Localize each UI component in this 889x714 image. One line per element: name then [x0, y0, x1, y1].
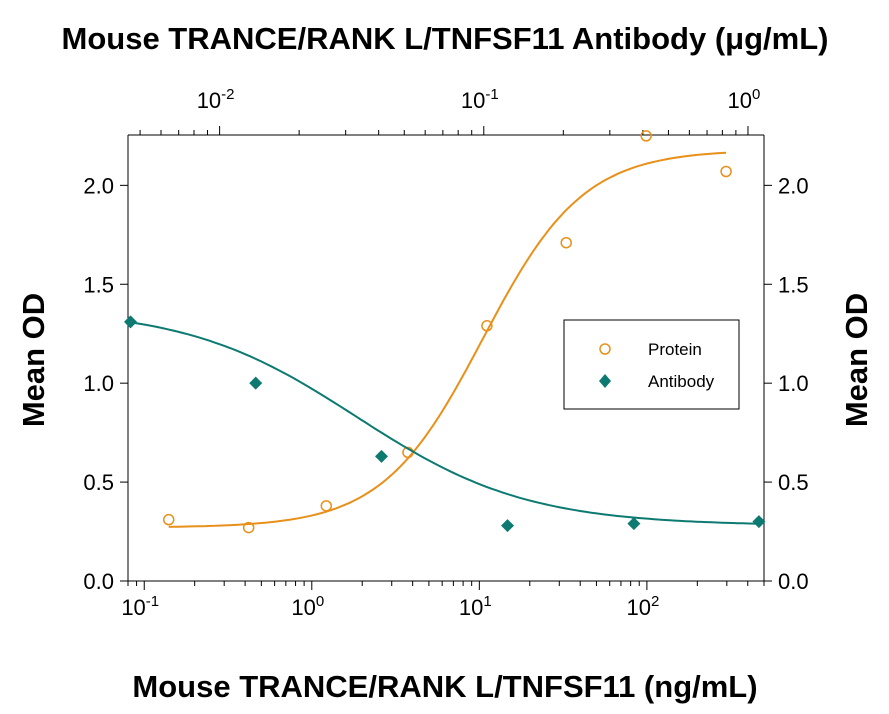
- y-tick-label-left: 2.0: [83, 173, 114, 198]
- fit-curve-antibody: [130, 321, 759, 525]
- legend-label-antibody: Antibody: [648, 372, 715, 391]
- legend-marker-protein: [599, 343, 611, 355]
- y-tick-label-right: 2.0: [778, 173, 809, 198]
- x-tick-label-top: 10-2: [197, 86, 235, 113]
- y-tick-label-right: 1.5: [778, 272, 809, 297]
- x-tick-label-top: 100: [728, 86, 761, 113]
- data-point-antibody: [627, 517, 641, 531]
- fit-curve-protein: [168, 151, 727, 528]
- x-tick-label: 100: [291, 593, 324, 620]
- data-point-antibody: [124, 315, 138, 329]
- data-point-antibody: [249, 376, 263, 390]
- chart-title: Mouse TRANCE/RANK L/TNFSF11 Antibody (μg…: [62, 21, 829, 56]
- data-point-protein: [162, 513, 175, 526]
- legend-label-protein: Protein: [648, 340, 702, 359]
- y-tick-label-left: 1.5: [83, 272, 114, 297]
- y-axis-label-right: Mean OD: [839, 293, 874, 427]
- data-point-protein: [640, 130, 652, 142]
- y-tick-label-left: 0.0: [83, 569, 114, 594]
- data-point-antibody: [374, 449, 388, 463]
- data-point-protein: [320, 500, 333, 512]
- x-tick-label: 102: [626, 593, 659, 620]
- x-tick-label: 101: [459, 593, 492, 620]
- y-tick-label-right: 1.0: [778, 371, 809, 396]
- chart-marks: [124, 130, 766, 534]
- y-tick-label-left: 1.0: [83, 371, 114, 396]
- data-point-antibody: [501, 519, 515, 533]
- legend: Protein Antibody: [563, 319, 740, 410]
- y-axis-label-left: Mean OD: [16, 293, 51, 427]
- data-point-protein: [481, 320, 493, 332]
- x-tick-label-top: 10-1: [461, 86, 499, 113]
- legend-marker-antibody: [599, 374, 611, 388]
- data-point-protein: [720, 165, 732, 178]
- plot-frame: 10-1 100 101 102 10-2 10-1 100 0.0 0.0 0.5 0.5 1.0 1…: [83, 86, 808, 620]
- data-point-protein: [560, 236, 572, 249]
- data-point-protein: [242, 521, 255, 534]
- y-tick-label-right: 0.5: [778, 470, 809, 495]
- y-tick-label-left: 0.5: [83, 470, 114, 495]
- y-tick-label-right: 0.0: [778, 569, 809, 594]
- data-point-antibody: [752, 515, 766, 529]
- x-axis-label: Mouse TRANCE/RANK L/TNFSF11 (ng/mL): [132, 669, 757, 704]
- legend-box: [563, 319, 740, 410]
- x-tick-label: 10-1: [121, 593, 159, 620]
